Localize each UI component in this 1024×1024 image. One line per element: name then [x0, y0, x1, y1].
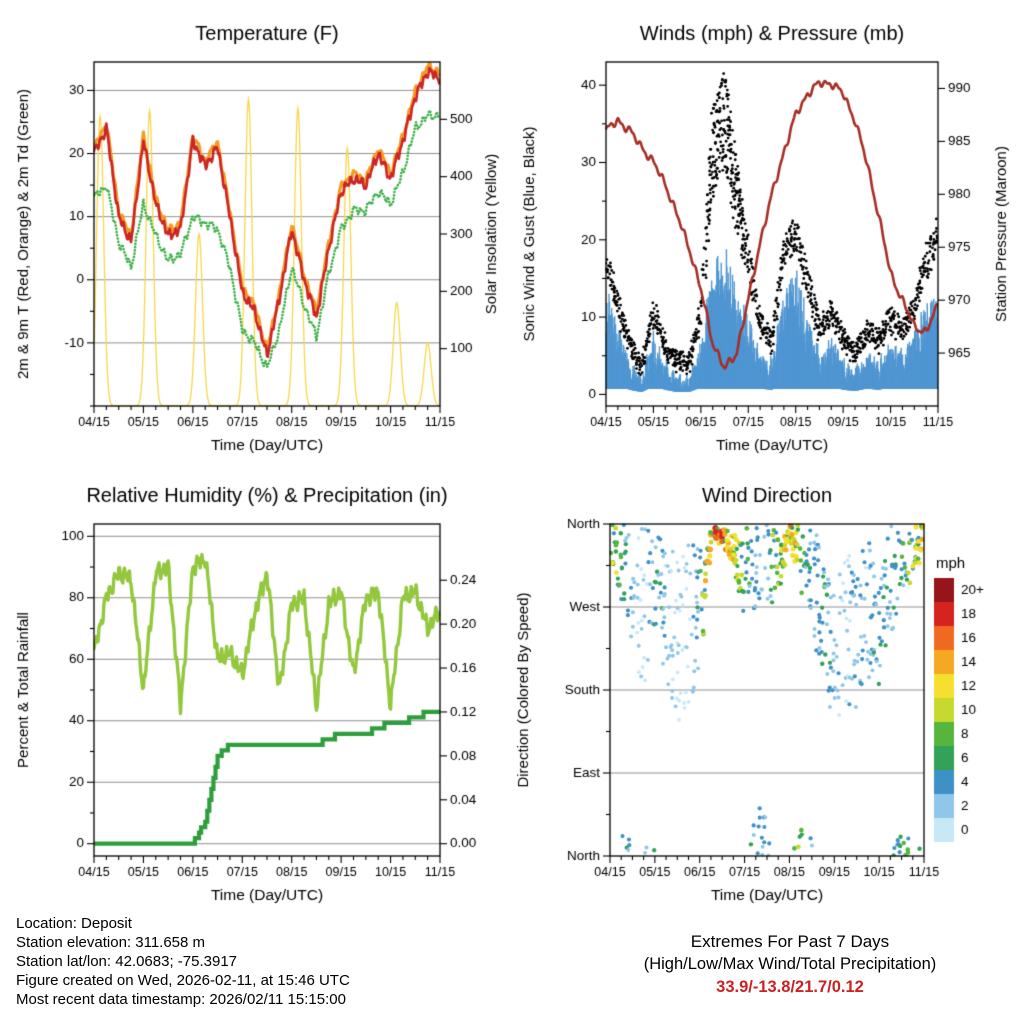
station-info-block: Location: Deposit Station elevation: 311…	[16, 914, 350, 1009]
extremes-block: Extremes For Past 7 Days (High/Low/Max W…	[540, 930, 1024, 999]
extremes-values: 33.9/-13.8/21.7/0.12	[716, 978, 864, 996]
station-latlon: Station lat/lon: 42.0683; -75.3917	[16, 953, 238, 970]
station-elevation: Station elevation: 311.658 m	[16, 934, 206, 951]
wind-direction-chart	[508, 470, 1020, 916]
temperature-chart	[8, 6, 510, 466]
extremes-subtitle: (High/Low/Max Wind/Total Precipitation)	[643, 955, 937, 973]
humidity-precip-chart	[8, 470, 510, 916]
extremes-title: Extremes For Past 7 Days	[690, 932, 890, 951]
recent-data-timestamp: Most recent data timestamp: 2026/02/11 1…	[16, 991, 346, 1008]
station-location: Location: Deposit	[16, 915, 132, 932]
winds-pressure-chart	[514, 6, 1020, 466]
figure-created-timestamp: Figure created on Wed, 2026-02-11, at 15…	[16, 972, 350, 989]
